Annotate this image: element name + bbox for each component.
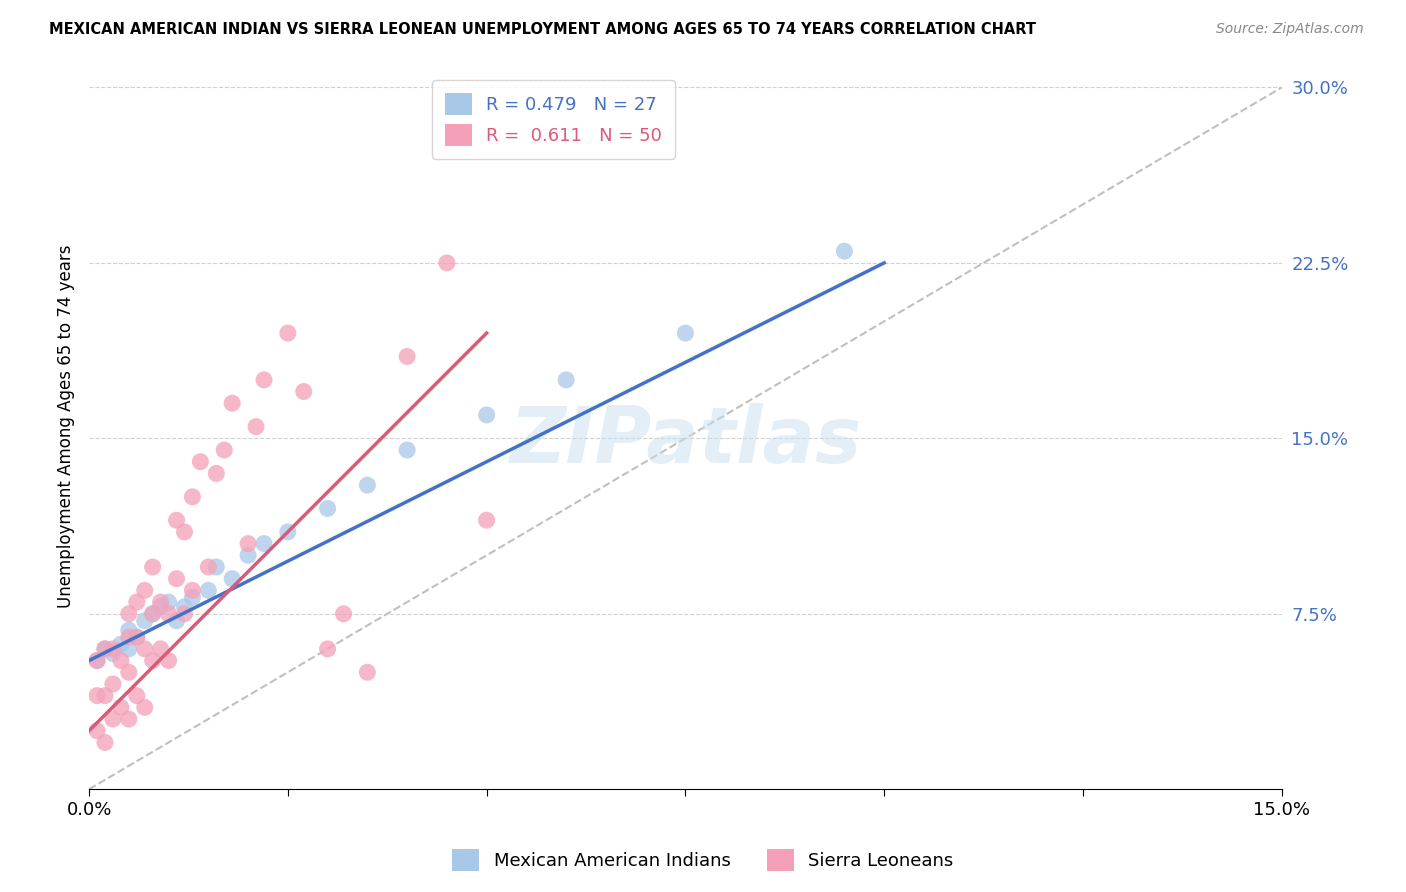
Point [134, 641, 156, 656]
Point [86, 654, 108, 668]
Point [94, 641, 117, 656]
Legend: R = 0.479   N = 27, R =  0.611   N = 50: R = 0.479 N = 27, R = 0.611 N = 50 [432, 80, 675, 159]
Point [149, 641, 172, 656]
Point [396, 350, 419, 364]
Point [356, 665, 378, 680]
Point [125, 689, 148, 703]
Point [197, 583, 219, 598]
Point [134, 700, 156, 714]
Point [475, 408, 498, 422]
Point [149, 599, 172, 614]
Point [101, 712, 124, 726]
Point [86, 689, 108, 703]
Point [555, 373, 578, 387]
Point [86, 654, 108, 668]
Point [110, 654, 132, 668]
Point [166, 572, 188, 586]
Text: ZIPatlas: ZIPatlas [509, 403, 862, 479]
Point [134, 614, 156, 628]
Point [181, 583, 204, 598]
Text: MEXICAN AMERICAN INDIAN VS SIERRA LEONEAN UNEMPLOYMENT AMONG AGES 65 TO 74 YEARS: MEXICAN AMERICAN INDIAN VS SIERRA LEONEA… [49, 22, 1036, 37]
Point [173, 607, 195, 621]
Point [673, 326, 696, 340]
Point [221, 396, 243, 410]
Point [118, 623, 141, 637]
Point [277, 524, 299, 539]
Point [212, 443, 235, 458]
Point [396, 443, 419, 458]
Point [245, 419, 267, 434]
Point [110, 700, 132, 714]
Point [181, 591, 204, 605]
Point [94, 689, 117, 703]
Point [101, 641, 124, 656]
Point [94, 641, 117, 656]
Point [316, 641, 339, 656]
Point [125, 595, 148, 609]
Point [101, 647, 124, 661]
Point [94, 735, 117, 749]
Point [125, 630, 148, 644]
Point [173, 524, 195, 539]
Point [125, 630, 148, 644]
Point [181, 490, 204, 504]
Point [86, 723, 108, 738]
Point [118, 712, 141, 726]
Point [142, 607, 165, 621]
Point [101, 677, 124, 691]
Legend: Mexican American Indians, Sierra Leoneans: Mexican American Indians, Sierra Leonean… [446, 842, 960, 879]
Point [118, 630, 141, 644]
Point [356, 478, 378, 492]
Point [436, 256, 458, 270]
Point [142, 560, 165, 574]
Point [190, 455, 212, 469]
Point [118, 665, 141, 680]
Point [149, 595, 172, 609]
Point [157, 654, 180, 668]
Point [292, 384, 315, 399]
Point [197, 560, 219, 574]
Point [118, 641, 141, 656]
Point [166, 614, 188, 628]
Point [118, 607, 141, 621]
Point [205, 467, 228, 481]
Point [332, 607, 354, 621]
Point [236, 536, 259, 550]
Point [142, 654, 165, 668]
Point [134, 583, 156, 598]
Point [173, 599, 195, 614]
Point [221, 572, 243, 586]
Point [157, 595, 180, 609]
Point [205, 560, 228, 574]
Point [157, 607, 180, 621]
Point [834, 244, 856, 259]
Point [475, 513, 498, 527]
Point [277, 326, 299, 340]
Point [316, 501, 339, 516]
Text: Source: ZipAtlas.com: Source: ZipAtlas.com [1216, 22, 1364, 37]
Point [166, 513, 188, 527]
Point [110, 637, 132, 651]
Point [142, 607, 165, 621]
Point [253, 536, 276, 550]
Point [236, 549, 259, 563]
Y-axis label: Unemployment Among Ages 65 to 74 years: Unemployment Among Ages 65 to 74 years [58, 245, 75, 608]
Point [253, 373, 276, 387]
